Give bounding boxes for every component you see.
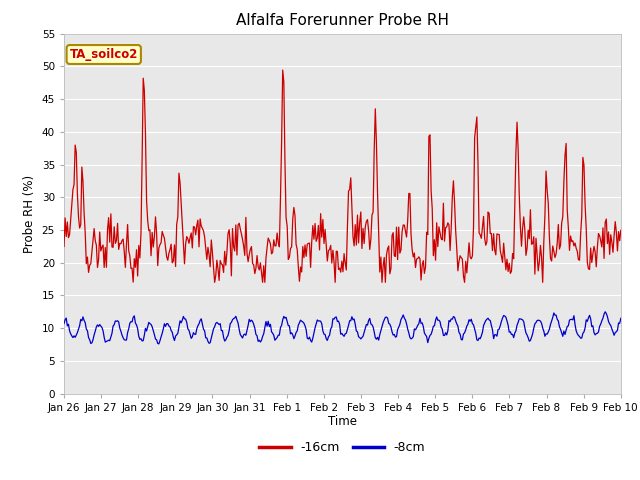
Y-axis label: Probe RH (%): Probe RH (%) xyxy=(23,175,36,252)
Legend: -16cm, -8cm: -16cm, -8cm xyxy=(254,436,430,459)
Title: Alfalfa Forerunner Probe RH: Alfalfa Forerunner Probe RH xyxy=(236,13,449,28)
Text: TA_soilco2: TA_soilco2 xyxy=(70,48,138,61)
X-axis label: Time: Time xyxy=(328,415,357,429)
